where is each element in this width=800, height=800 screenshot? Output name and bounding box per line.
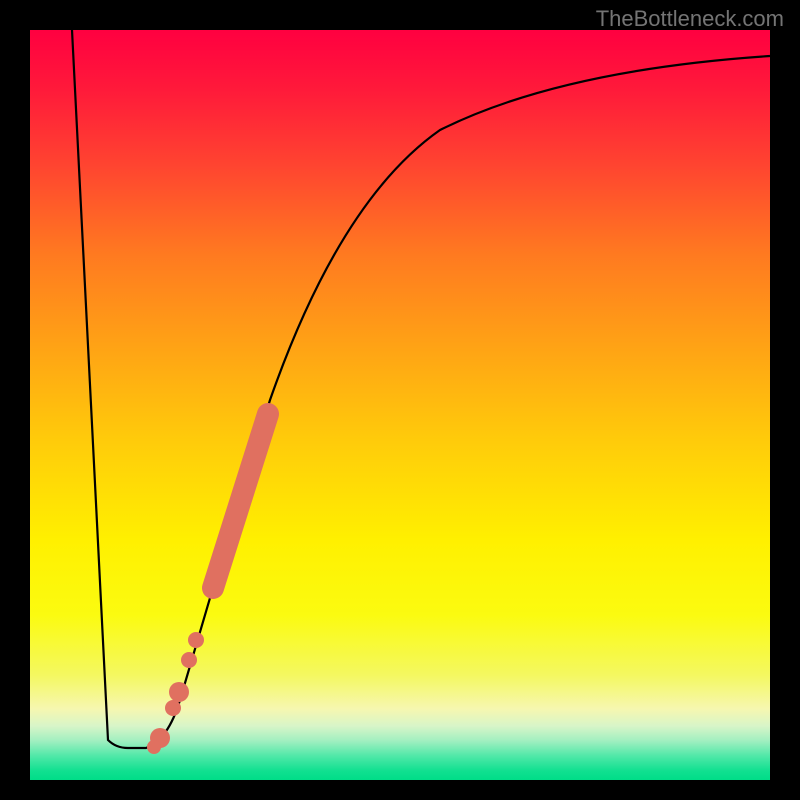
watermark-text: TheBottleneck.com (596, 6, 784, 32)
marker-dot (188, 632, 204, 648)
chart-container: TheBottleneck.com (0, 0, 800, 800)
marker-dot (147, 740, 161, 754)
plot-background (30, 30, 770, 780)
marker-dot (169, 682, 189, 702)
marker-dot (165, 700, 181, 716)
marker-dot (181, 652, 197, 668)
bottleneck-chart (0, 0, 800, 800)
